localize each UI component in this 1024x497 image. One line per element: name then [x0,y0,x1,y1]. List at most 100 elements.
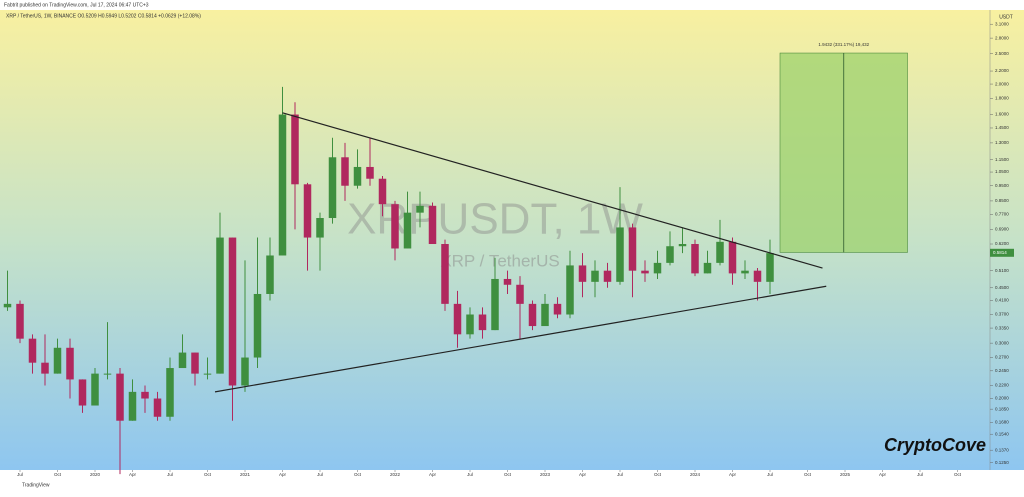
x-tick-label: Oct [204,472,212,477]
x-tick-label: Oct [804,472,812,477]
candle-body [466,314,474,335]
candle-body [291,114,299,185]
candle-body [66,347,74,380]
last-price-tag [990,248,1014,257]
publisher: Fabtrit published on TradingView.com, Ju… [4,2,149,8]
x-tick-label: Apr [129,472,137,477]
candle-body [691,244,699,274]
x-tick-label: 2023 [540,472,551,477]
y-tick-label: 0.2000 [995,396,1009,401]
candle-body [553,303,562,315]
candle-body [378,178,387,205]
last-price-label: 0.5814 [993,250,1007,255]
candle-body [666,246,674,263]
candle-body [253,293,262,358]
y-tick-label: 1.8000 [995,96,1009,101]
candle-body [716,241,724,263]
y-tick-label: 0.6200 [995,241,1009,246]
candle-body [678,244,687,247]
candle-body [103,373,112,375]
y-tick-label: 0.1370 [995,447,1009,452]
candle-body [491,278,499,331]
candle-body [78,379,87,406]
y-tick-label: 0.3350 [995,325,1009,330]
candle-body [703,262,712,274]
candle-body [503,278,512,285]
y-tick-label: 0.2700 [995,355,1009,360]
candle-body [391,204,399,249]
trendline [282,112,823,269]
candle-body [141,391,149,399]
candle-body [616,227,624,282]
candle-body [628,227,637,271]
x-tick-label: Oct [354,472,362,477]
candle-body [16,303,24,339]
x-tick-label: 2020 [90,472,101,477]
candle-body [728,241,737,274]
candle-body [178,352,187,369]
candle-body [316,218,324,238]
candle-body [278,114,287,256]
y-tick-label: 0.3000 [995,340,1009,345]
y-tick-label: 3.1000 [995,21,1009,26]
candle-body [191,352,199,374]
x-tick-label: Jul [167,472,173,477]
candle-body [116,373,124,421]
candle-body [428,205,437,245]
watermark-subtitle: XRP / TetherUS [440,251,559,270]
x-tick-label: Jul [17,472,23,477]
x-tick-label: Apr [879,472,887,477]
candle-body [403,212,412,249]
x-tick-label: Apr [729,472,737,477]
x-tick-label: Apr [579,472,587,477]
candle-body [53,347,62,374]
candle-body [566,265,574,315]
x-tick-label: Jul [617,472,623,477]
candle-body [128,391,137,421]
y-tick-label: 0.2200 [995,383,1009,388]
x-tick-label: Apr [429,472,437,477]
y-tick-label: 0.3700 [995,312,1009,317]
candle-body [203,373,212,375]
y-tick-label: 0.2450 [995,368,1009,373]
currency: USDT [999,14,1013,20]
x-tick-label: Oct [504,472,512,477]
y-tick-label: 1.4500 [995,125,1009,130]
candle-body [153,398,162,417]
candle-body [578,265,587,282]
candle-body [266,255,274,294]
y-tick-label: 1.1500 [995,157,1009,162]
y-tick-label: 2.0000 [995,81,1009,86]
candle-body [228,237,237,386]
candle-body [416,205,424,213]
candle-body [741,270,749,274]
brand-watermark: CryptoCove [884,435,986,455]
y-tick-label: 0.6900 [995,227,1009,232]
candle-body [353,166,362,186]
x-tick-label: 2025 [840,472,851,477]
y-tick-label: 2.2000 [995,68,1009,73]
y-tick-label: 1.0500 [995,169,1009,174]
candle-body [541,303,549,327]
candle-body [41,362,49,374]
x-tick-label: Jul [917,472,923,477]
y-tick-label: 0.4500 [995,285,1009,290]
candle-body [653,262,662,274]
candle-body [591,270,599,282]
symbol-line: XRP / TetherUS, 1W, BINANCE O0.5209 H0.5… [6,13,201,19]
candle-body [516,284,524,304]
y-tick-label: 1.6000 [995,112,1009,117]
x-tick-label: Apr [279,472,287,477]
y-tick-label: 0.1250 [995,460,1009,465]
candle-body [328,157,337,219]
y-tick-label: 0.5100 [995,268,1009,273]
candle-body [216,237,224,374]
candle-body [3,303,12,308]
x-tick-label: Oct [954,472,962,477]
y-tick-label: 0.1850 [995,406,1009,411]
trendline [214,285,827,393]
candle-body [603,270,612,282]
y-tick-label: 0.1680 [995,420,1009,425]
footer-brand: TradingView [22,482,50,488]
candle-body [303,184,312,238]
